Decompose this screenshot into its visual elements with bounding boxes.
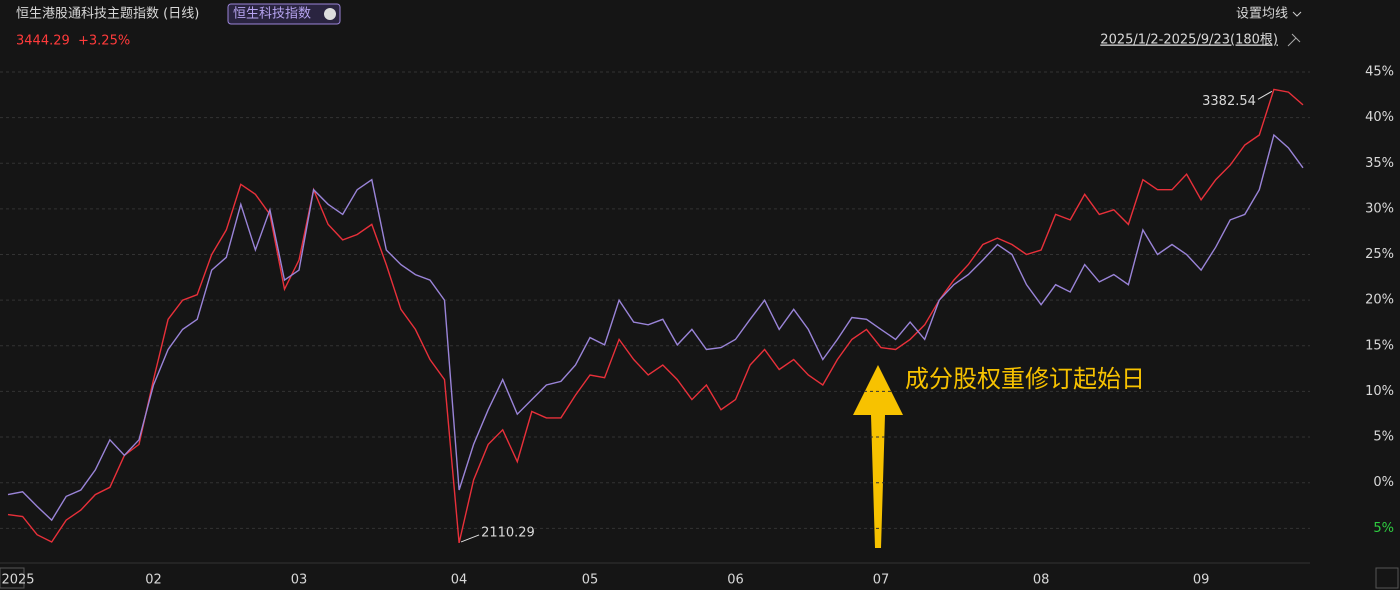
- y-tick-label: 5%: [1373, 430, 1394, 445]
- dropdown-icon[interactable]: [1292, 11, 1302, 17]
- tag[interactable]: 恒生科技指数: [233, 7, 311, 22]
- y-tick-label: 5%: [1373, 521, 1394, 536]
- y-tick-label: 30%: [1365, 201, 1394, 216]
- change: +3.25%: [78, 34, 130, 49]
- y-tick-label: 40%: [1365, 110, 1394, 125]
- y-tick-label: 45%: [1365, 65, 1394, 80]
- x-tick-label: 05: [582, 573, 599, 588]
- nav-left[interactable]: [0, 567, 25, 589]
- annotation-pointer: [1257, 90, 1273, 100]
- nav-right[interactable]: [1375, 567, 1399, 589]
- y-tick-label: 10%: [1365, 384, 1394, 399]
- tag-box[interactable]: [227, 3, 341, 25]
- x-tick-label: 09: [1193, 573, 1210, 588]
- tag-close[interactable]: [324, 8, 336, 20]
- annotation: 2110.29: [481, 525, 535, 540]
- series-line: [7, 133, 1304, 522]
- chart-title: 恒生港股通科技主题指数 (日线): [16, 7, 199, 22]
- x-tick-label: 07: [873, 573, 890, 588]
- x-tick-label: 02: [145, 573, 162, 588]
- x-tick-label: 2025: [1, 573, 34, 588]
- y-tick-label: 20%: [1365, 293, 1394, 308]
- annotation-arrow: [853, 365, 903, 548]
- y-tick-label: 25%: [1365, 247, 1394, 262]
- pin-icon[interactable]: [1287, 33, 1301, 47]
- x-tick-label: 06: [727, 573, 744, 588]
- price: 3444.29: [16, 34, 70, 49]
- x-tick-label: 04: [451, 573, 468, 588]
- series-line: [7, 88, 1304, 544]
- y-tick-label: 15%: [1365, 338, 1394, 353]
- annotation: 成分股权重修订起始日: [905, 365, 1145, 393]
- x-tick-label: 03: [291, 573, 308, 588]
- ma-button[interactable]: 设置均线: [1236, 7, 1288, 22]
- annotation: 3382.54: [1202, 94, 1256, 109]
- y-tick-label: 35%: [1365, 156, 1394, 171]
- y-tick-label: 0%: [1373, 475, 1394, 490]
- annotation-pointer: [460, 534, 480, 543]
- x-tick-label: 08: [1033, 573, 1050, 588]
- range-label[interactable]: 2025/1/2-2025/9/23(180根): [1100, 33, 1278, 48]
